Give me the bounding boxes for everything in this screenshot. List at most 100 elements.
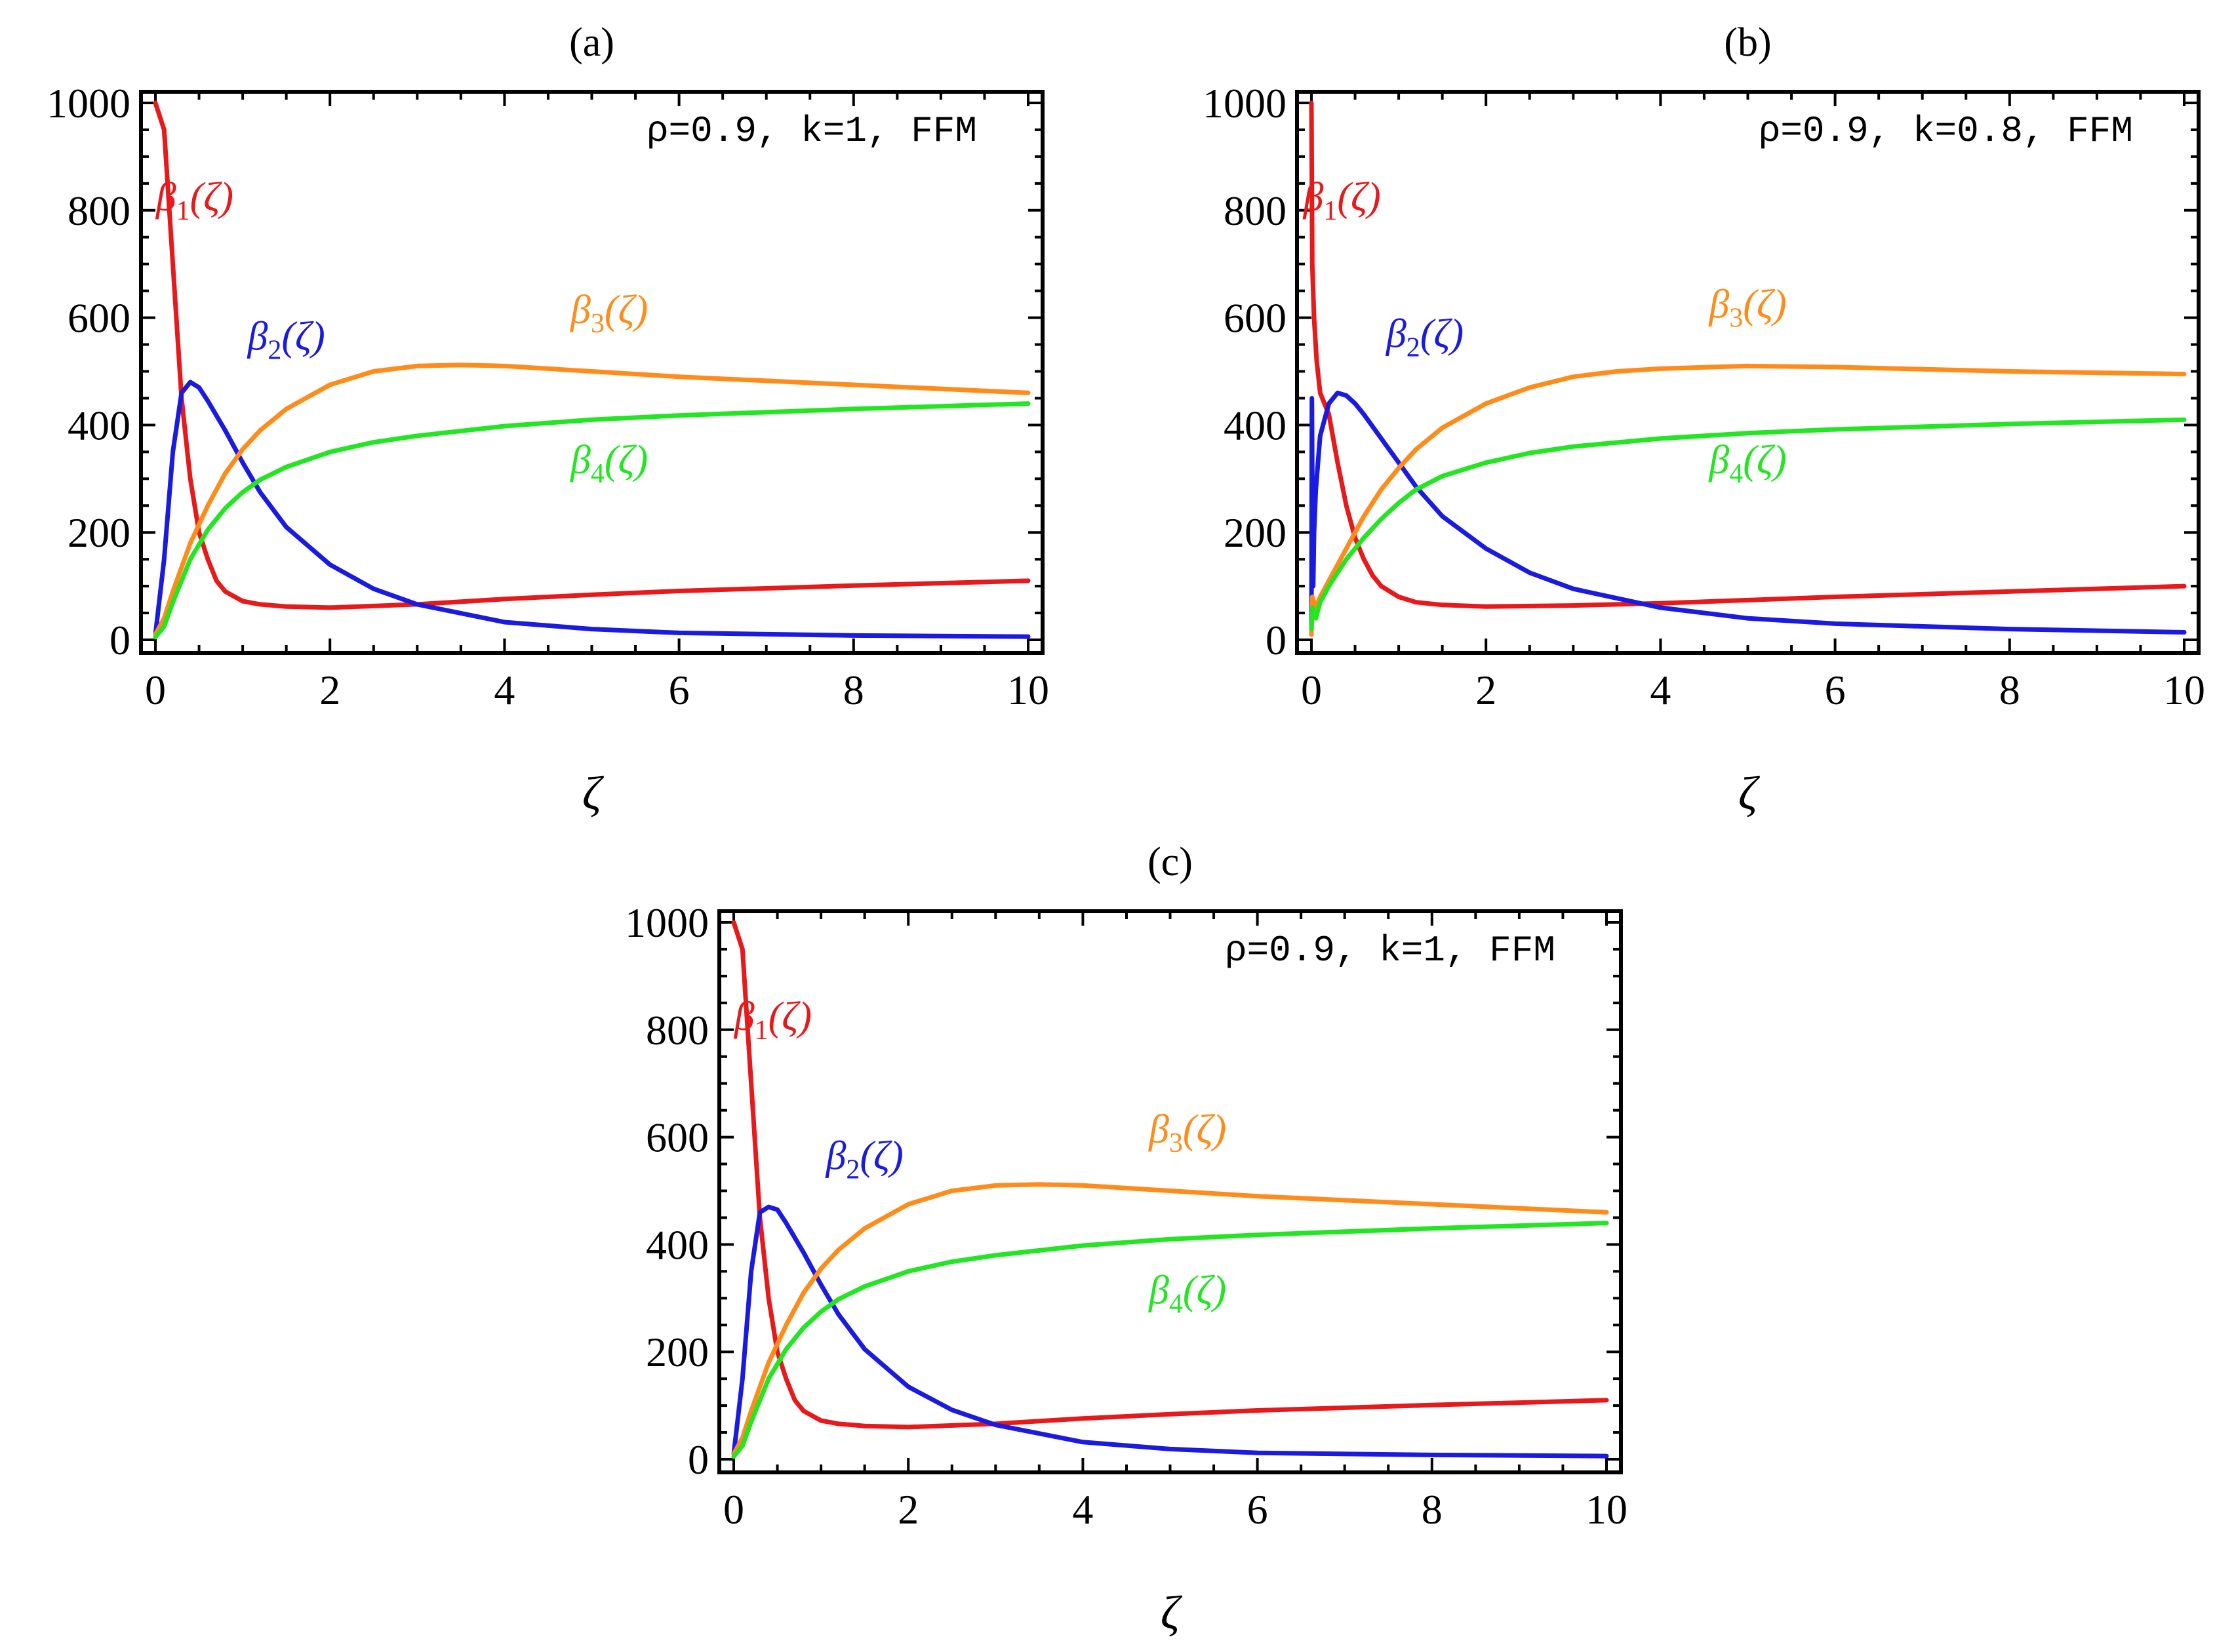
label-suffix: (ζ) [1420,312,1464,357]
series-line-beta3 [1309,363,2187,637]
series-line-beta2 [1309,390,2187,637]
label-subscript: 2 [1407,333,1420,363]
label-suffix: (ζ) [1183,1268,1226,1312]
parameter-annotation: ρ=0.9, k=0.8, FFM [1759,110,2133,152]
y-tick-label: 400 [1224,402,1287,448]
label-subscript: 1 [755,1015,768,1046]
x-tick-label: 4 [1650,667,1671,713]
series-label-beta4: β4(ζ) [1708,438,1786,489]
x-tick-label: 8 [843,667,864,713]
series-line-beta4 [153,401,1031,640]
label-base: β [155,175,176,220]
label-subscript: 2 [268,336,281,366]
x-axis-label: ζ [1161,1586,1183,1639]
y-tick-label: 800 [68,187,130,234]
series-label-beta2: β2(ζ) [247,315,325,366]
chart-panel-3: (c) 0 2 4 6 8 10 0 200 400 600 800 1000 ζ ρ=0.9, k=1, … [625,840,1627,1639]
label-base: β [1386,312,1407,357]
y-tick-label: 400 [646,1221,709,1268]
y-tick-label: 1000 [47,80,130,127]
series-label-beta2: β2(ζ) [826,1134,904,1185]
x-tick-label: 2 [319,667,340,713]
label-base: β [247,315,268,359]
x-tick-label: 10 [1007,667,1049,713]
x-axis-label: ζ [1738,767,1761,819]
x-tick-label: 0 [1301,667,1322,713]
label-base: β [570,288,591,332]
y-tick-label: 0 [110,617,130,663]
y-tick-label: 200 [646,1329,709,1375]
chart-panel-1: (a) 0 2 4 6 8 10 0 200 400 600 800 1000 ζ ρ=0.9, k=1, … [47,20,1049,819]
label-suffix: (ζ) [768,994,812,1039]
y-tick-label: 200 [1224,509,1287,556]
label-base: β [1302,175,1323,220]
y-tick-label: 600 [646,1114,709,1161]
x-tick-label: 6 [669,667,690,713]
label-suffix: (ζ) [281,315,325,359]
y-tick-label: 1000 [625,899,709,946]
series-line-beta3 [153,363,1031,637]
label-suffix: (ζ) [1337,175,1380,220]
x-tick-label: 2 [1475,667,1496,713]
series-label-beta1: β1(ζ) [155,175,233,226]
label-base: β [1148,1268,1169,1312]
label-subscript: 2 [846,1155,860,1185]
label-subscript: 1 [176,196,190,226]
label-suffix: (ζ) [1743,438,1786,482]
series-label-beta1: β1(ζ) [734,994,812,1046]
x-tick-label: 0 [145,667,166,713]
x-tick-label: 8 [1422,1486,1443,1533]
series-label-beta1: β1(ζ) [1302,175,1380,226]
series-line-beta1 [1309,100,2187,609]
label-subscript: 3 [1729,304,1743,334]
parameter-annotation: ρ=0.9, k=1, FFM [1225,930,1555,972]
x-tick-label: 8 [1999,667,2020,713]
y-tick-label: 800 [1224,187,1287,234]
x-tick-label: 0 [723,1486,744,1533]
panel-label: (c) [1147,840,1193,884]
label-suffix: (ζ) [1743,283,1786,327]
label-subscript: 1 [1323,196,1337,226]
y-tick-label: 0 [688,1436,709,1483]
y-tick-label: 200 [68,509,130,556]
x-tick-label: 2 [898,1486,919,1533]
series-label-beta4: β4(ζ) [570,438,648,489]
label-subscript: 3 [1169,1128,1183,1158]
chart-panel-2: (b) 0 2 4 6 8 10 0 200 400 600 800 1000 ζ ρ=0.9, k=0.8… [1203,20,2205,819]
label-base: β [1708,438,1729,482]
label-base: β [570,438,591,482]
label-subscript: 4 [591,459,605,489]
y-tick-label: 1000 [1203,80,1287,127]
x-tick-label: 6 [1247,1486,1268,1533]
parameter-annotation: ρ=0.9, k=1, FFM [647,110,977,152]
y-tick-label: 800 [646,1007,709,1053]
y-tick-label: 0 [1266,617,1287,663]
label-base: β [734,994,755,1039]
series-line-beta2 [731,1204,1609,1459]
x-tick-label: 6 [1825,667,1846,713]
label-subscript: 3 [591,309,605,339]
series-line-beta4 [731,1221,1609,1459]
label-subscript: 4 [1169,1289,1183,1319]
series-label-beta3: β3(ζ) [570,288,648,339]
x-tick-label: 4 [1072,1486,1093,1533]
label-suffix: (ζ) [1183,1107,1226,1152]
series-label-beta4: β4(ζ) [1148,1268,1226,1319]
panel-label: (a) [569,20,614,65]
label-suffix: (ζ) [605,438,648,482]
y-tick-label: 600 [1224,295,1287,342]
label-suffix: (ζ) [860,1134,903,1179]
series-label-beta2: β2(ζ) [1386,312,1464,363]
y-tick-label: 400 [68,402,130,448]
series-line-beta2 [153,380,1031,639]
label-suffix: (ζ) [190,175,233,220]
x-tick-label: 10 [1586,1486,1627,1533]
x-tick-label: 4 [494,667,515,713]
series-line-beta3 [731,1182,1609,1457]
label-suffix: (ζ) [605,288,648,332]
label-base: β [826,1134,847,1179]
label-base: β [1708,283,1729,327]
y-tick-label: 600 [68,295,130,342]
series-label-beta3: β3(ζ) [1148,1107,1226,1158]
